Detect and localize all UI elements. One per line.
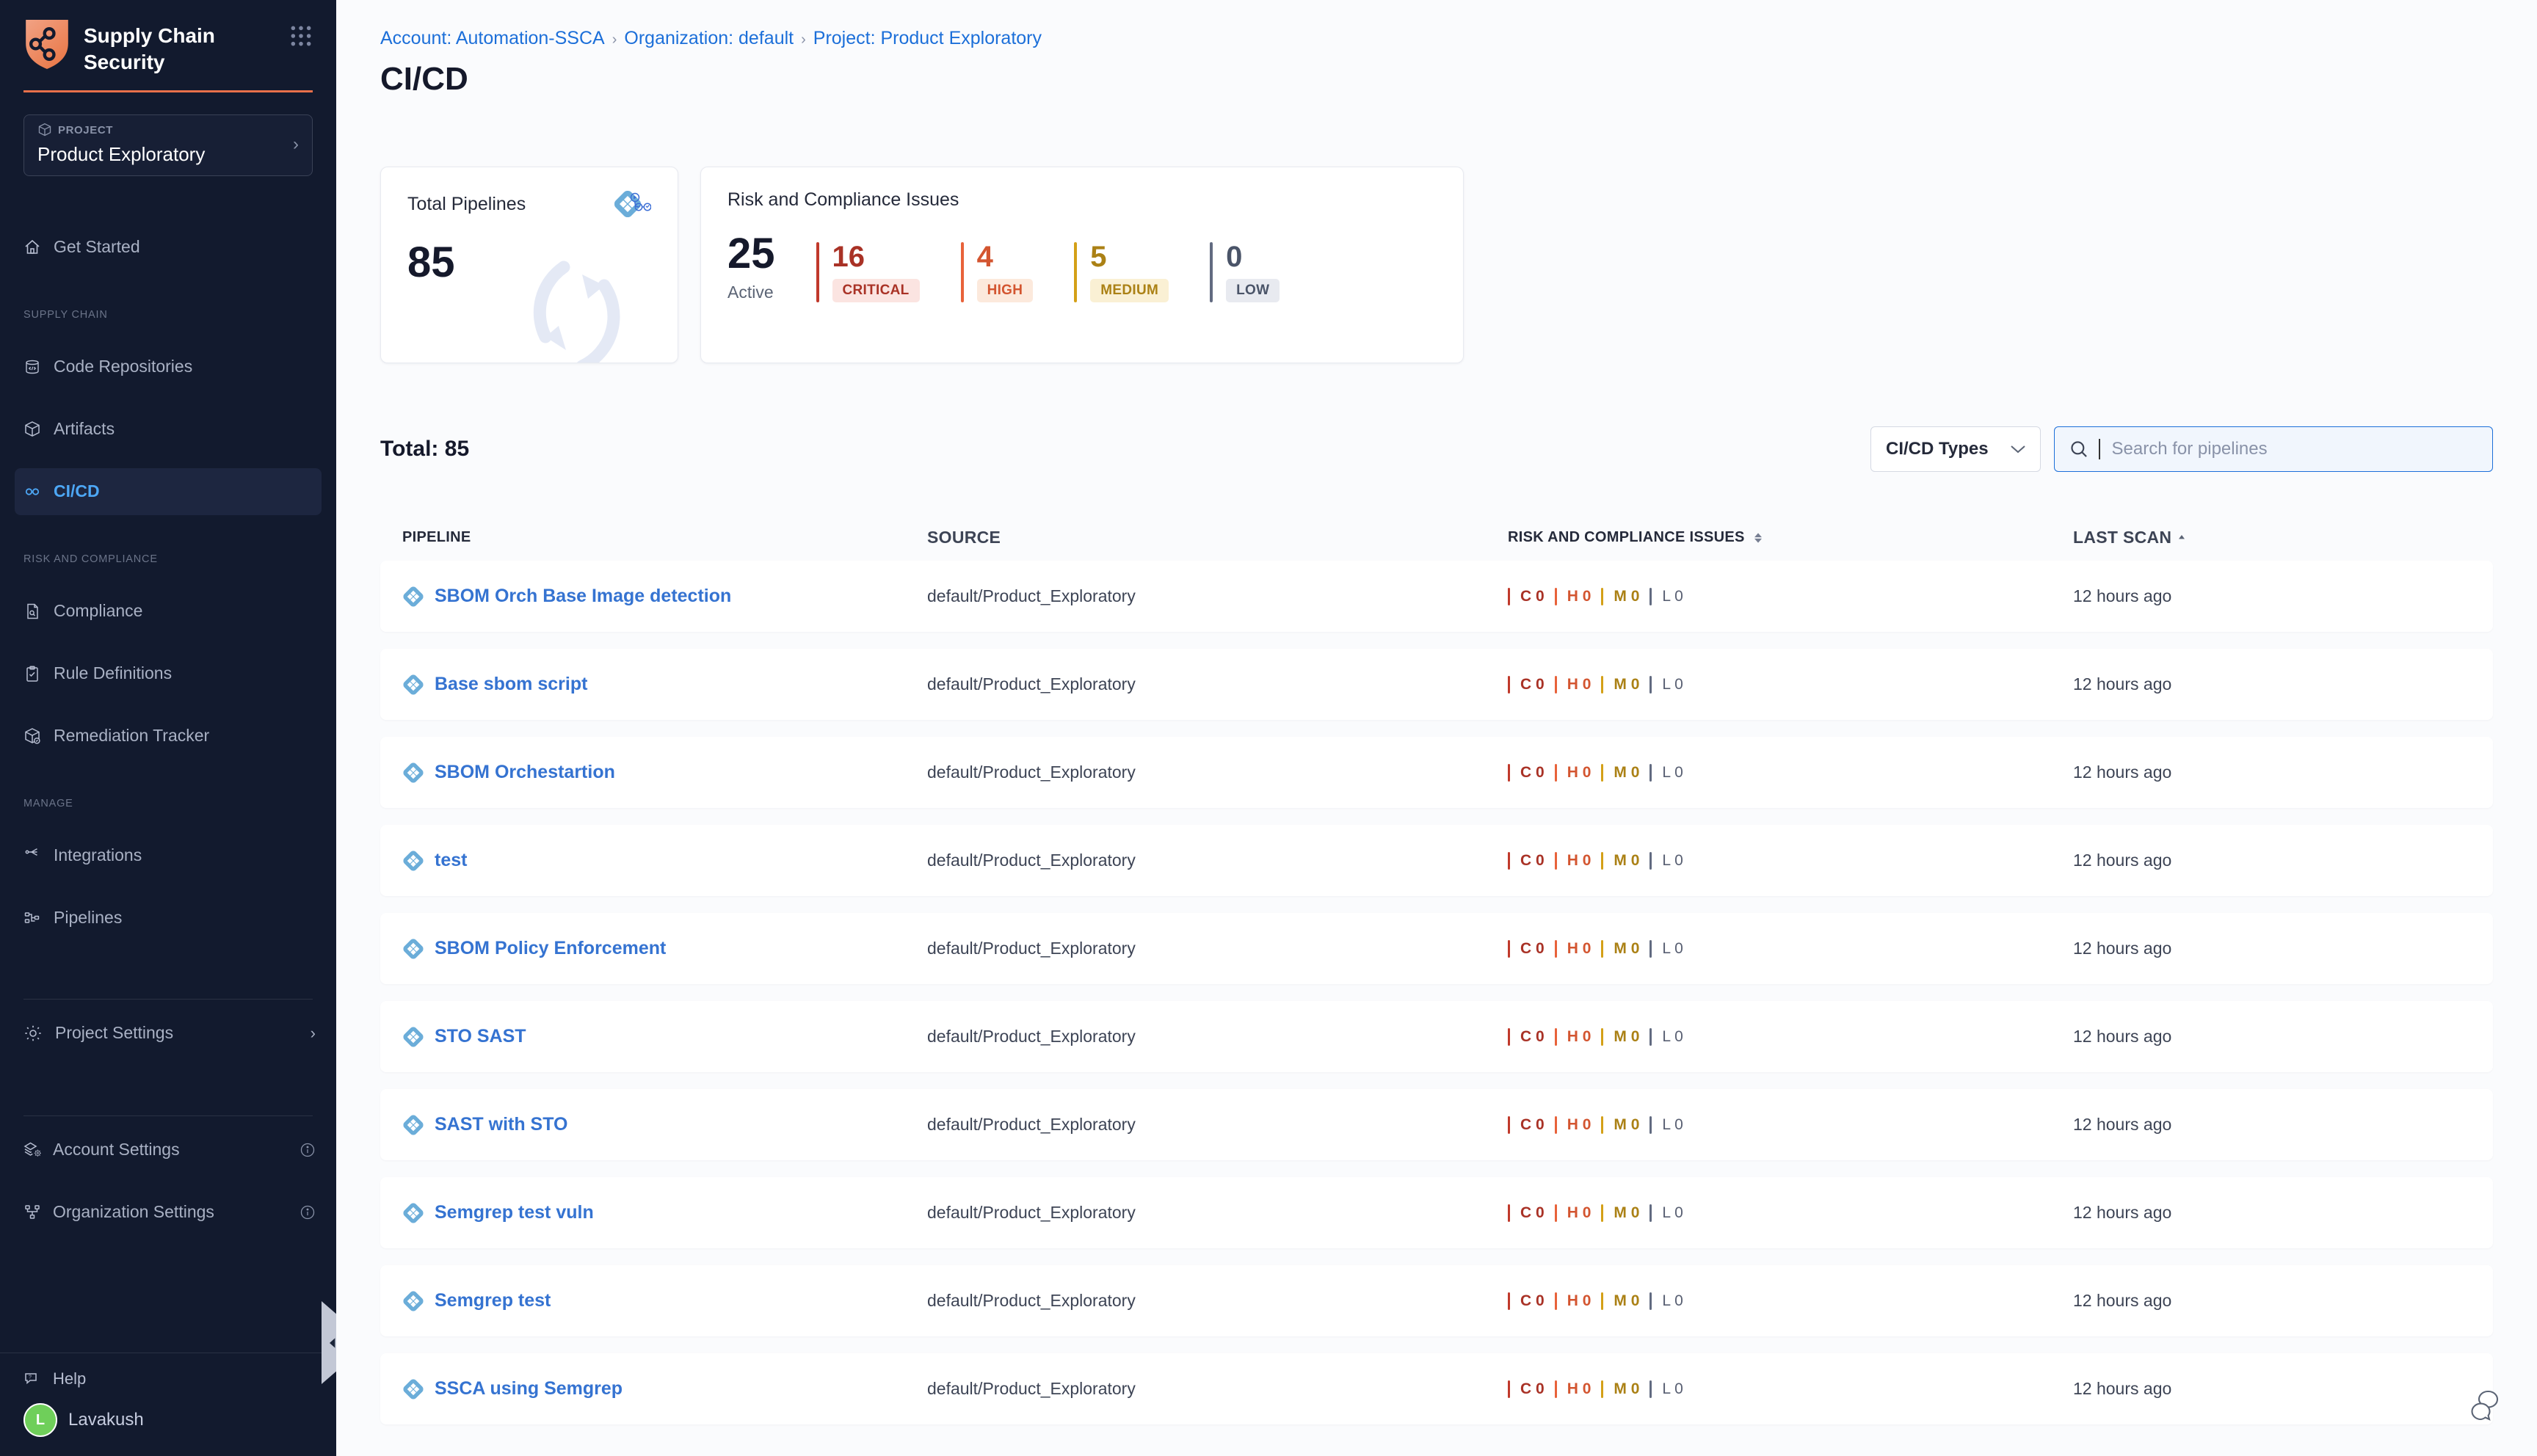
svg-text:?: ? bbox=[29, 1375, 32, 1380]
